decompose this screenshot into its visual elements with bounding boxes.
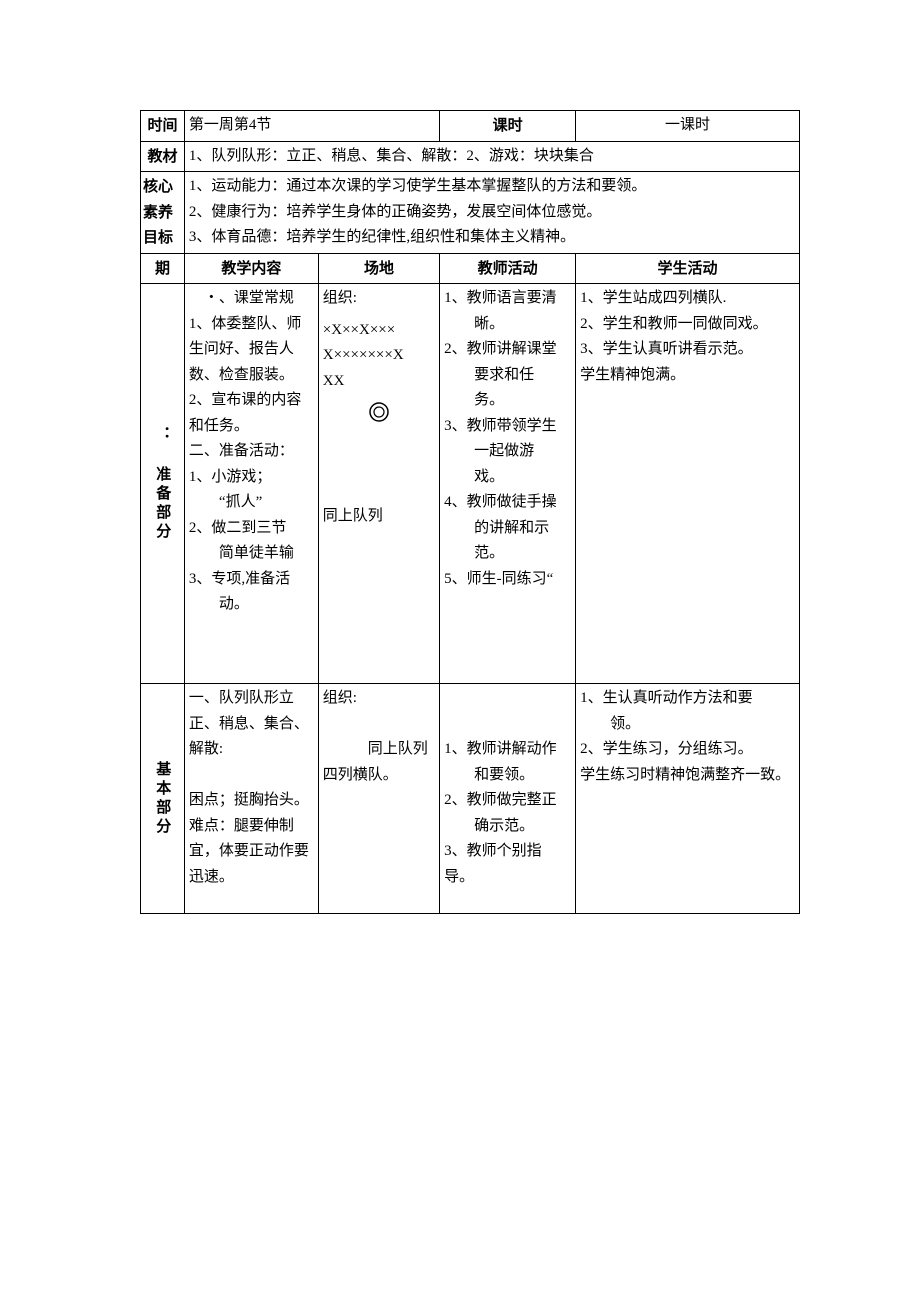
base-content: 一、队列队形立正、稍息、集合、解散: 困点；挺胸抬头。难点：腿要伸制宜，体要正动… xyxy=(184,684,318,914)
col-teacher: 教师活动 xyxy=(440,253,576,284)
prep-content: ・、课堂常规 1、体委整队、师生问好、报告人数、检查服装。 2、宣布课的内容和任… xyxy=(184,284,318,684)
prep-field: 组织: ×X××X××× X×××××××X XX 同上队列 xyxy=(318,284,439,684)
base-field: 组织: 同上队列四列横队。 xyxy=(318,684,439,914)
base-teacher: 1、教师讲解动作 和要领。 2、教师做完整正 确示范。 3、教师个别指导。 xyxy=(440,684,576,914)
value-goals: 1、运动能力：通过本次课的学习使学生基本掌握整队的方法和要领。 2、健康行为：培… xyxy=(184,172,799,254)
col-phase: 期 xyxy=(141,253,185,284)
col-field: 场地 xyxy=(318,253,439,284)
phase-base-label: 基本部分 xyxy=(141,684,185,914)
row-time: 时间 第一周第4节 课时 一课时 xyxy=(141,111,800,142)
label-goals: 核心素养目标 xyxy=(141,172,185,254)
value-material: 1、队列队形：立正、稍息、集合、解散：2、游戏：块块集合 xyxy=(184,141,799,172)
row-base: 基本部分 一、队列队形立正、稍息、集合、解散: 困点；挺胸抬头。难点：腿要伸制宜… xyxy=(141,684,800,914)
lesson-plan-table: 时间 第一周第4节 课时 一课时 教材 1、队列队形：立正、稍息、集合、解散：2… xyxy=(140,110,800,914)
prep-formation-3: XX xyxy=(323,369,435,395)
label-time: 时间 xyxy=(141,111,185,142)
label-period: 课时 xyxy=(440,111,576,142)
label-material: 教材 xyxy=(141,141,185,172)
prep-formation-1: ×X××X××× xyxy=(323,318,435,344)
goal-2: 2、健康行为：培养学生身体的正确姿势，发展空间体位感觉。 xyxy=(189,200,795,226)
prep-field-bottom: 同上队列 xyxy=(323,504,435,530)
lesson-plan-sheet: 时间 第一周第4节 课时 一课时 教材 1、队列队形：立正、稍息、集合、解散：2… xyxy=(0,0,920,914)
phase-prep-label: ： 准备部分 xyxy=(141,284,185,684)
row-prep: ： 准备部分 ・、课堂常规 1、体委整队、师生问好、报告人数、检查服装。 2、宣… xyxy=(141,284,800,684)
prep-student: 1、学生站成四列横队. 2、学生和教师一同做同戏。 3、学生认真听讲看示范。 学… xyxy=(576,284,800,684)
goal-1: 1、运动能力：通过本次课的学习使学生基本掌握整队的方法和要领。 xyxy=(189,174,795,200)
value-period: 一课时 xyxy=(576,111,800,142)
base-student: 1、生认真听动作方法和要 领。 2、学生练习，分组练习。 学生练习时精神饱满整齐… xyxy=(576,684,800,914)
row-material: 教材 1、队列队形：立正、稍息、集合、解散：2、游戏：块块集合 xyxy=(141,141,800,172)
goal-3: 3、体育品德：培养学生的纪律性,组织性和集体主义精神。 xyxy=(189,225,795,251)
row-columns: 期 教学内容 场地 教师活动 学生活动 xyxy=(141,253,800,284)
prep-field-top: 组织: xyxy=(323,286,435,312)
value-time: 第一周第4节 xyxy=(184,111,439,142)
col-student: 学生活动 xyxy=(576,253,800,284)
col-content: 教学内容 xyxy=(184,253,318,284)
prep-teacher: 1、教师语言要清 晰。 2、教师讲解课堂 要求和任 务。 3、教师带领学生 一起… xyxy=(440,284,576,684)
row-goals: 核心素养目标 1、运动能力：通过本次课的学习使学生基本掌握整队的方法和要领。 2… xyxy=(141,172,800,254)
prep-formation-2: X×××××××X xyxy=(323,343,435,369)
teacher-position-icon xyxy=(367,400,391,424)
